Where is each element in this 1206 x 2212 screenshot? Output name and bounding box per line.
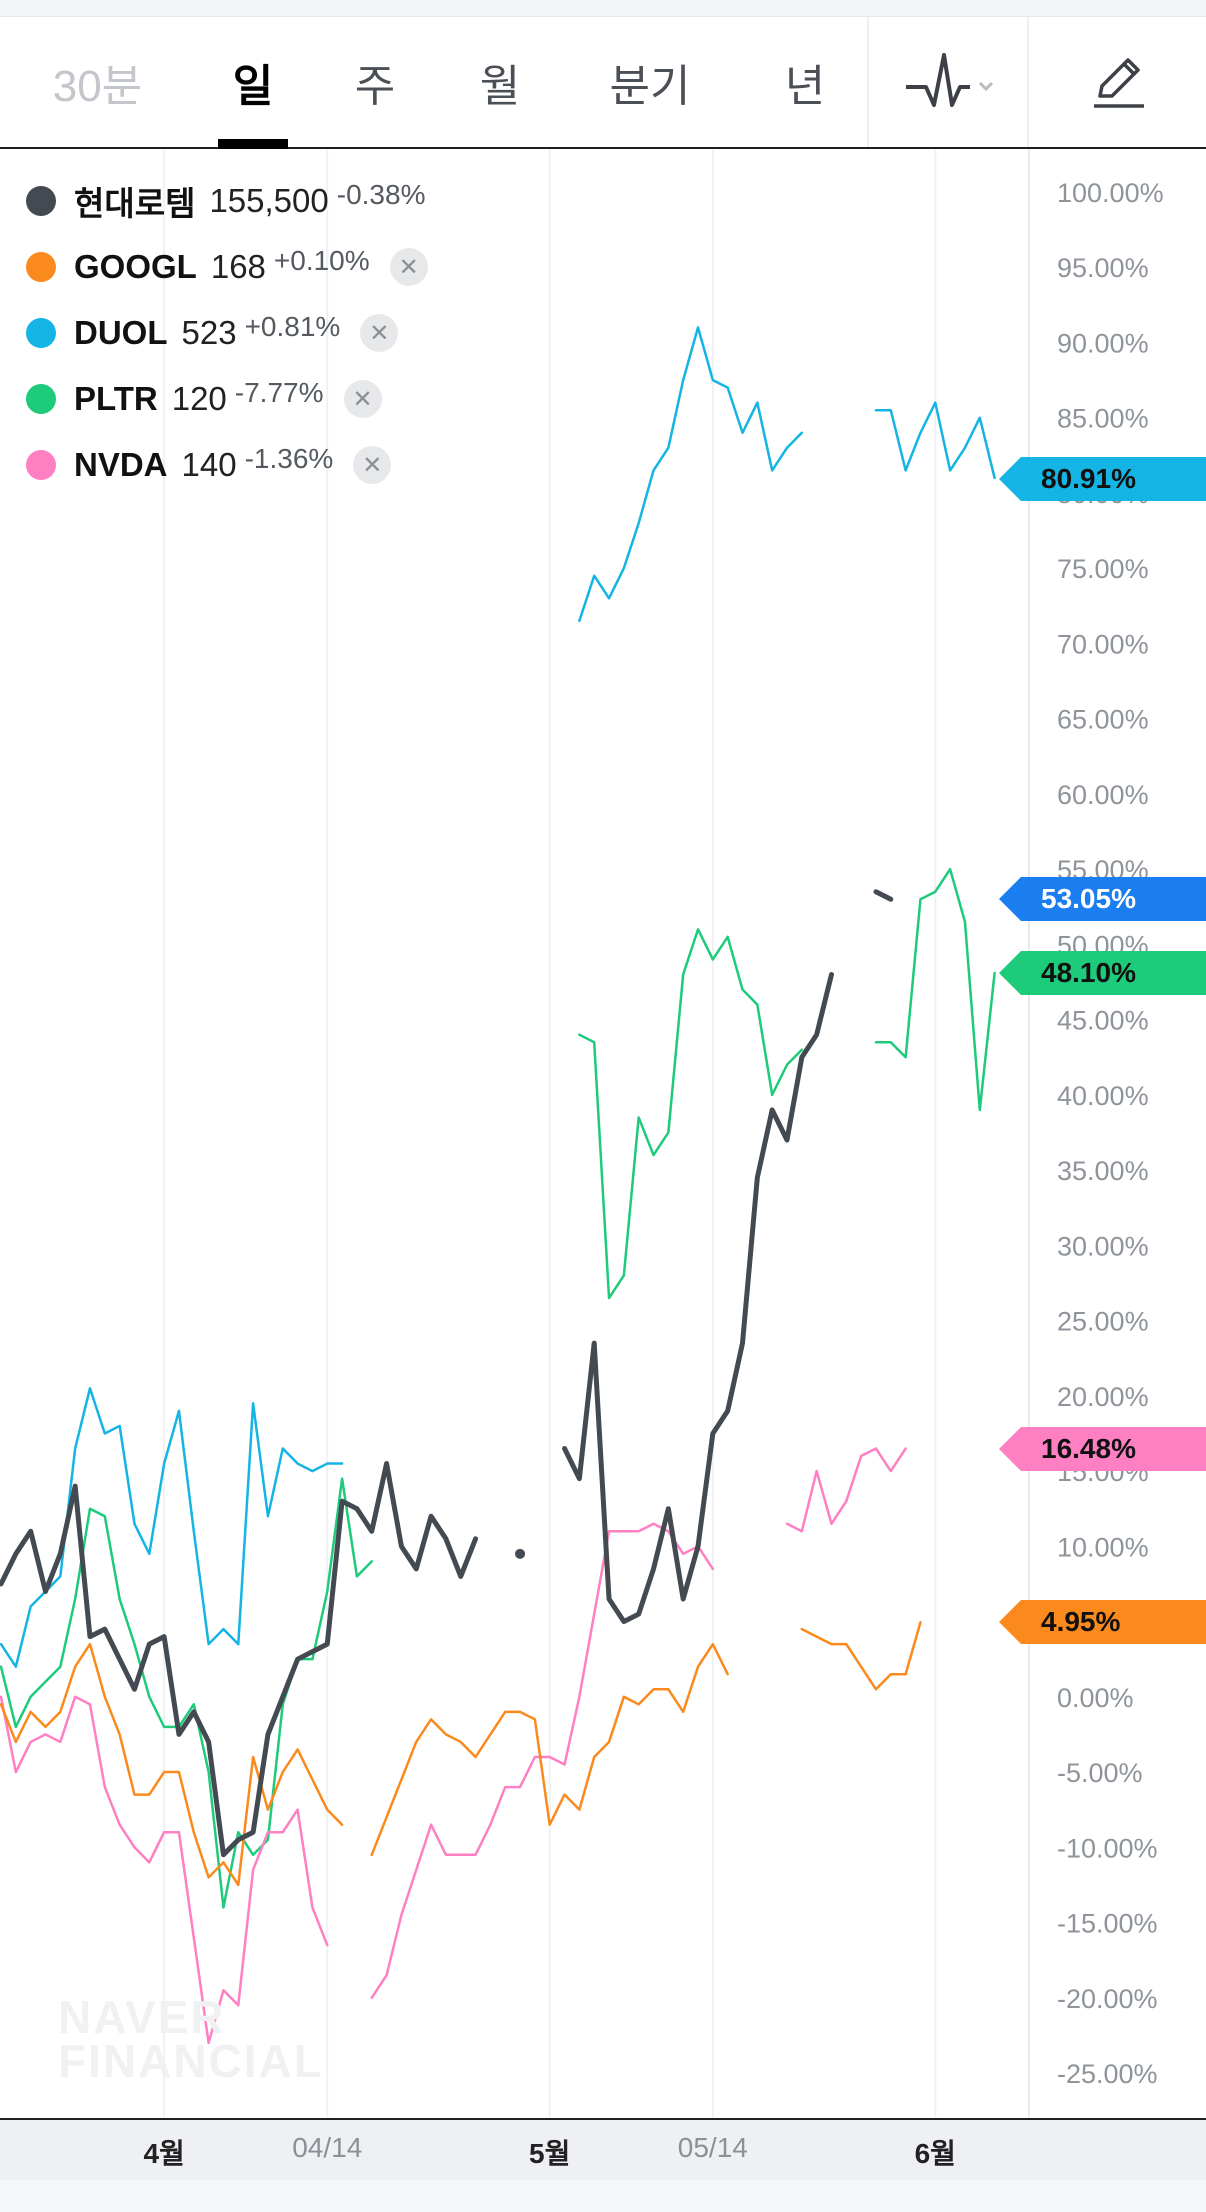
- period-tab-bar: 30분 일 주 월 분기 년: [0, 17, 1206, 149]
- series-line: [0, 1461, 479, 1858]
- last-value-tag: 80.91%: [999, 457, 1206, 502]
- last-value-tag: 48.10%: [999, 950, 1206, 995]
- legend-item-hyundai-rotem: 현대로템 155,500 -0.38%: [26, 168, 445, 234]
- y-tick-label: 85.00%: [1057, 404, 1149, 434]
- series-line: [874, 401, 996, 480]
- last-value-tag: 16.48%: [999, 1426, 1206, 1471]
- remove-googl-button[interactable]: ✕: [389, 248, 428, 286]
- legend-dot: [26, 450, 56, 480]
- series-line: [562, 971, 834, 1625]
- legend-value: 155,500: [209, 182, 329, 219]
- x-tick-label: 5월: [529, 2138, 571, 2169]
- bottom-strip: [0, 2180, 1206, 2212]
- x-tick-label: 4월: [143, 2138, 185, 2169]
- y-tick-label: 95.00%: [1057, 253, 1149, 283]
- y-tick-label: 60.00%: [1057, 780, 1149, 810]
- chevron-down-icon: [978, 81, 994, 92]
- x-tick-label: 05/14: [677, 2132, 748, 2163]
- chart-type-button[interactable]: [869, 17, 1027, 147]
- legend-change: -7.77%: [234, 377, 324, 408]
- series-line: [0, 1642, 344, 1887]
- draw-button[interactable]: [1029, 17, 1206, 147]
- legend-dot: [26, 186, 56, 216]
- y-tick-label: 20.00%: [1057, 1382, 1149, 1412]
- series-line: [370, 1642, 729, 1857]
- series-line: [800, 1621, 922, 1691]
- legend-value: 523: [181, 314, 237, 351]
- legend-item-nvda: NVDA 140 -1.36% ✕: [26, 432, 445, 498]
- legend: 현대로템 155,500 -0.38% GOOGL 168 +0.10% ✕ D…: [26, 168, 445, 498]
- y-tick-label: 65.00%: [1057, 705, 1149, 735]
- legend-name: DUOL: [74, 314, 168, 351]
- close-icon: ✕: [362, 451, 383, 479]
- tab-30min[interactable]: 30분: [52, 62, 143, 111]
- legend-change: +0.10%: [273, 245, 370, 276]
- close-icon: ✕: [369, 319, 390, 347]
- last-value-tag: 4.95%: [999, 1600, 1206, 1645]
- tab-quarter[interactable]: 분기: [609, 62, 691, 111]
- series-line: [578, 326, 804, 623]
- series-line: [874, 867, 996, 1112]
- tab-year[interactable]: 년: [784, 62, 826, 111]
- y-tick-label: 10.00%: [1057, 1532, 1149, 1562]
- legend-name: NVDA: [74, 446, 168, 483]
- remove-nvda-button[interactable]: ✕: [353, 446, 392, 484]
- pencil-icon: [1093, 58, 1144, 108]
- x-tick-label: 04/14: [292, 2132, 363, 2163]
- y-tick-label: 70.00%: [1057, 629, 1149, 659]
- tab-day[interactable]: 일: [218, 17, 288, 149]
- y-tick-label: 0.00%: [1057, 1683, 1134, 1713]
- legend-value: 120: [171, 380, 227, 417]
- divider: [1027, 17, 1029, 147]
- y-tick-label: 35.00%: [1057, 1156, 1149, 1186]
- legend-change: -0.38%: [336, 179, 426, 210]
- close-icon: ✕: [398, 253, 419, 281]
- legend-name: GOOGL: [74, 248, 197, 285]
- series-line: [873, 889, 894, 902]
- y-tick-label: -5.00%: [1057, 1758, 1143, 1788]
- legend-item-pltr: PLTR 120 -7.77% ✕: [26, 366, 445, 432]
- legend-change: +0.81%: [244, 311, 341, 342]
- y-tick-label: 45.00%: [1057, 1006, 1149, 1036]
- y-tick-label: -10.00%: [1057, 1833, 1158, 1863]
- legend-name: PLTR: [74, 380, 158, 417]
- legend-change: -1.36%: [244, 443, 334, 474]
- y-tick-label: -20.00%: [1057, 1984, 1158, 2014]
- series-line: [370, 1522, 715, 2000]
- x-axis: 4월 04/14 5월 05/14 6월: [0, 2118, 1206, 2180]
- tab-month[interactable]: 월: [479, 62, 521, 111]
- series-line: [785, 1447, 907, 1533]
- watermark: NAVER FINANCIAL: [58, 1991, 324, 2087]
- series-line: [0, 1477, 373, 1909]
- divider: [867, 17, 869, 147]
- series-point: [515, 1548, 526, 1559]
- legend-value: 168: [210, 248, 266, 285]
- y-tick-label: 90.00%: [1057, 328, 1149, 358]
- y-tick-label: 100.00%: [1057, 178, 1164, 208]
- legend-item-googl: GOOGL 168 +0.10% ✕: [26, 234, 445, 300]
- series-line: [0, 1387, 344, 1668]
- legend-dot: [26, 384, 56, 414]
- status-strip: [0, 0, 1206, 17]
- y-tick-label: -25.00%: [1057, 2059, 1158, 2089]
- last-value-tag: 53.05%: [999, 876, 1206, 921]
- legend-name: 현대로템: [74, 185, 196, 222]
- remove-pltr-button[interactable]: ✕: [343, 380, 382, 418]
- x-tick-label: 6월: [914, 2138, 956, 2169]
- legend-dot: [26, 318, 56, 348]
- legend-dot: [26, 252, 56, 282]
- legend-value: 140: [181, 446, 237, 483]
- series-line: [0, 1695, 329, 2045]
- close-icon: ✕: [352, 385, 373, 413]
- series-line: [578, 928, 804, 1300]
- y-tick-label: 75.00%: [1057, 554, 1149, 584]
- y-tick-label: 30.00%: [1057, 1231, 1149, 1261]
- legend-item-duol: DUOL 523 +0.81% ✕: [26, 300, 445, 366]
- remove-duol-button[interactable]: ✕: [360, 314, 399, 352]
- y-tick-label: 25.00%: [1057, 1307, 1149, 1337]
- y-tick-label: 40.00%: [1057, 1081, 1149, 1111]
- tab-week[interactable]: 주: [354, 62, 396, 111]
- y-tick-label: -15.00%: [1057, 1909, 1158, 1939]
- line-chart-icon: [906, 53, 994, 107]
